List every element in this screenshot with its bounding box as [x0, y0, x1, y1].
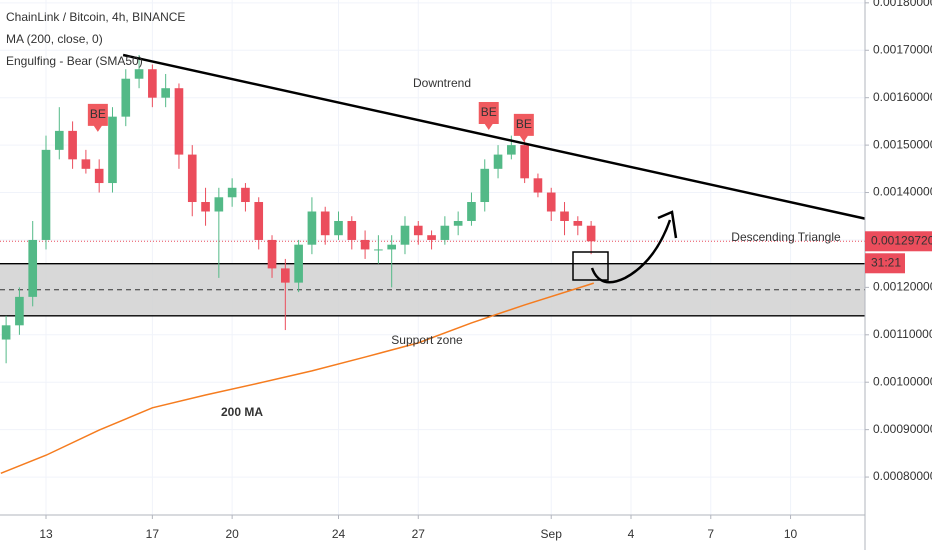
- candle-body: [227, 187, 237, 198]
- be-label: BE: [516, 117, 532, 131]
- be-marker: [513, 113, 534, 142]
- candle-body: [1, 325, 11, 340]
- countdown-label: 31:21: [871, 255, 901, 269]
- candle-body: [121, 78, 131, 117]
- countdown-box: [865, 253, 905, 274]
- grid: [0, 0, 865, 515]
- candle-body: [387, 244, 397, 250]
- projection-arrow: [590, 219, 672, 284]
- candle-body: [307, 211, 317, 245]
- x-tick-label: 7: [707, 527, 714, 541]
- arrow-head: [657, 210, 678, 239]
- support-label: Support zone: [391, 333, 463, 347]
- x-tick-label: 10: [784, 527, 798, 541]
- candle-body: [520, 145, 529, 179]
- y-tick-label: 0.00080000: [873, 469, 932, 483]
- y-tick-label: 0.00090000: [873, 422, 932, 436]
- candle-body: [400, 225, 410, 245]
- candle-body: [94, 168, 104, 184]
- candle-body: [108, 116, 117, 184]
- pattern-label: Descending Triangle: [731, 230, 841, 244]
- candle-body: [187, 154, 197, 203]
- candle-body: [134, 69, 144, 79]
- downtrend-line: [122, 53, 866, 220]
- candle-body: [241, 187, 250, 203]
- candle-body: [480, 168, 490, 203]
- candle-body: [54, 130, 64, 150]
- candle-body: [214, 197, 224, 212]
- y-tick-label: 0.00140000: [873, 185, 932, 199]
- candle-body: [493, 154, 503, 169]
- candle-body: [334, 220, 343, 236]
- candle-body: [148, 69, 157, 98]
- candle-body: [533, 178, 543, 193]
- candle-body: [467, 202, 476, 221]
- candle-body: [347, 220, 357, 240]
- x-tick-label: 13: [39, 527, 53, 541]
- candle-body: [507, 145, 516, 155]
- candle-body: [280, 268, 290, 283]
- y-tick-label: 0.00160000: [873, 90, 932, 104]
- be-label: BE: [481, 105, 497, 119]
- candle-body: [28, 239, 38, 297]
- candle-body: [573, 220, 583, 226]
- highlight-box: [572, 251, 609, 281]
- candle-body: [174, 88, 184, 155]
- candle-body: [440, 225, 450, 240]
- last-price-label: 0.00129720: [871, 233, 932, 247]
- y-tick-label: 0.00180000: [873, 0, 932, 9]
- candle-body: [161, 88, 170, 98]
- be-marker: [478, 101, 499, 130]
- y-tick-label: 0.00120000: [873, 280, 932, 294]
- candle-body: [427, 235, 436, 240]
- candle-body: [201, 202, 210, 212]
- x-tick-label: 20: [225, 527, 239, 541]
- be-label: BE: [90, 107, 106, 121]
- candle-body: [320, 211, 330, 236]
- candle-body: [81, 159, 91, 169]
- y-tick-label: 0.00150000: [873, 137, 932, 151]
- legend-pattern: Engulfing - Bear (SMA50): [6, 54, 143, 68]
- candle-body: [254, 202, 264, 240]
- x-tick-label: 17: [146, 527, 160, 541]
- be-marker: [87, 103, 108, 132]
- last-price-box: [865, 231, 932, 252]
- ma-line: [0, 282, 594, 474]
- downtrend-label: Downtrend: [413, 76, 471, 90]
- plot: [0, 53, 866, 474]
- y-tick-label: 0.00170000: [873, 42, 932, 56]
- candle-body: [374, 249, 383, 251]
- x-tick-label: Sep: [541, 527, 563, 541]
- candle-body: [546, 192, 556, 212]
- legend-ma: MA (200, close, 0): [6, 32, 103, 46]
- x-tick-label: 24: [332, 527, 346, 541]
- candle-body: [560, 211, 569, 221]
- candle-body: [413, 225, 423, 236]
- x-tick-label: 27: [412, 527, 426, 541]
- candle-body: [360, 239, 370, 250]
- candle-body: [294, 244, 303, 283]
- y-tick-label: 0.00110000: [873, 327, 932, 341]
- y-tick-label: 0.00100000: [873, 374, 932, 388]
- x-tick-label: 4: [628, 527, 635, 541]
- candle-body: [15, 296, 24, 326]
- ma-label: 200 MA: [221, 405, 263, 419]
- candle-body: [586, 225, 596, 242]
- chart-title: ChainLink / Bitcoin, 4h, BINANCE: [6, 10, 185, 24]
- candle-body: [453, 220, 463, 226]
- candle-body: [68, 130, 77, 160]
- candle-body: [41, 149, 51, 240]
- candle-body: [267, 239, 277, 269]
